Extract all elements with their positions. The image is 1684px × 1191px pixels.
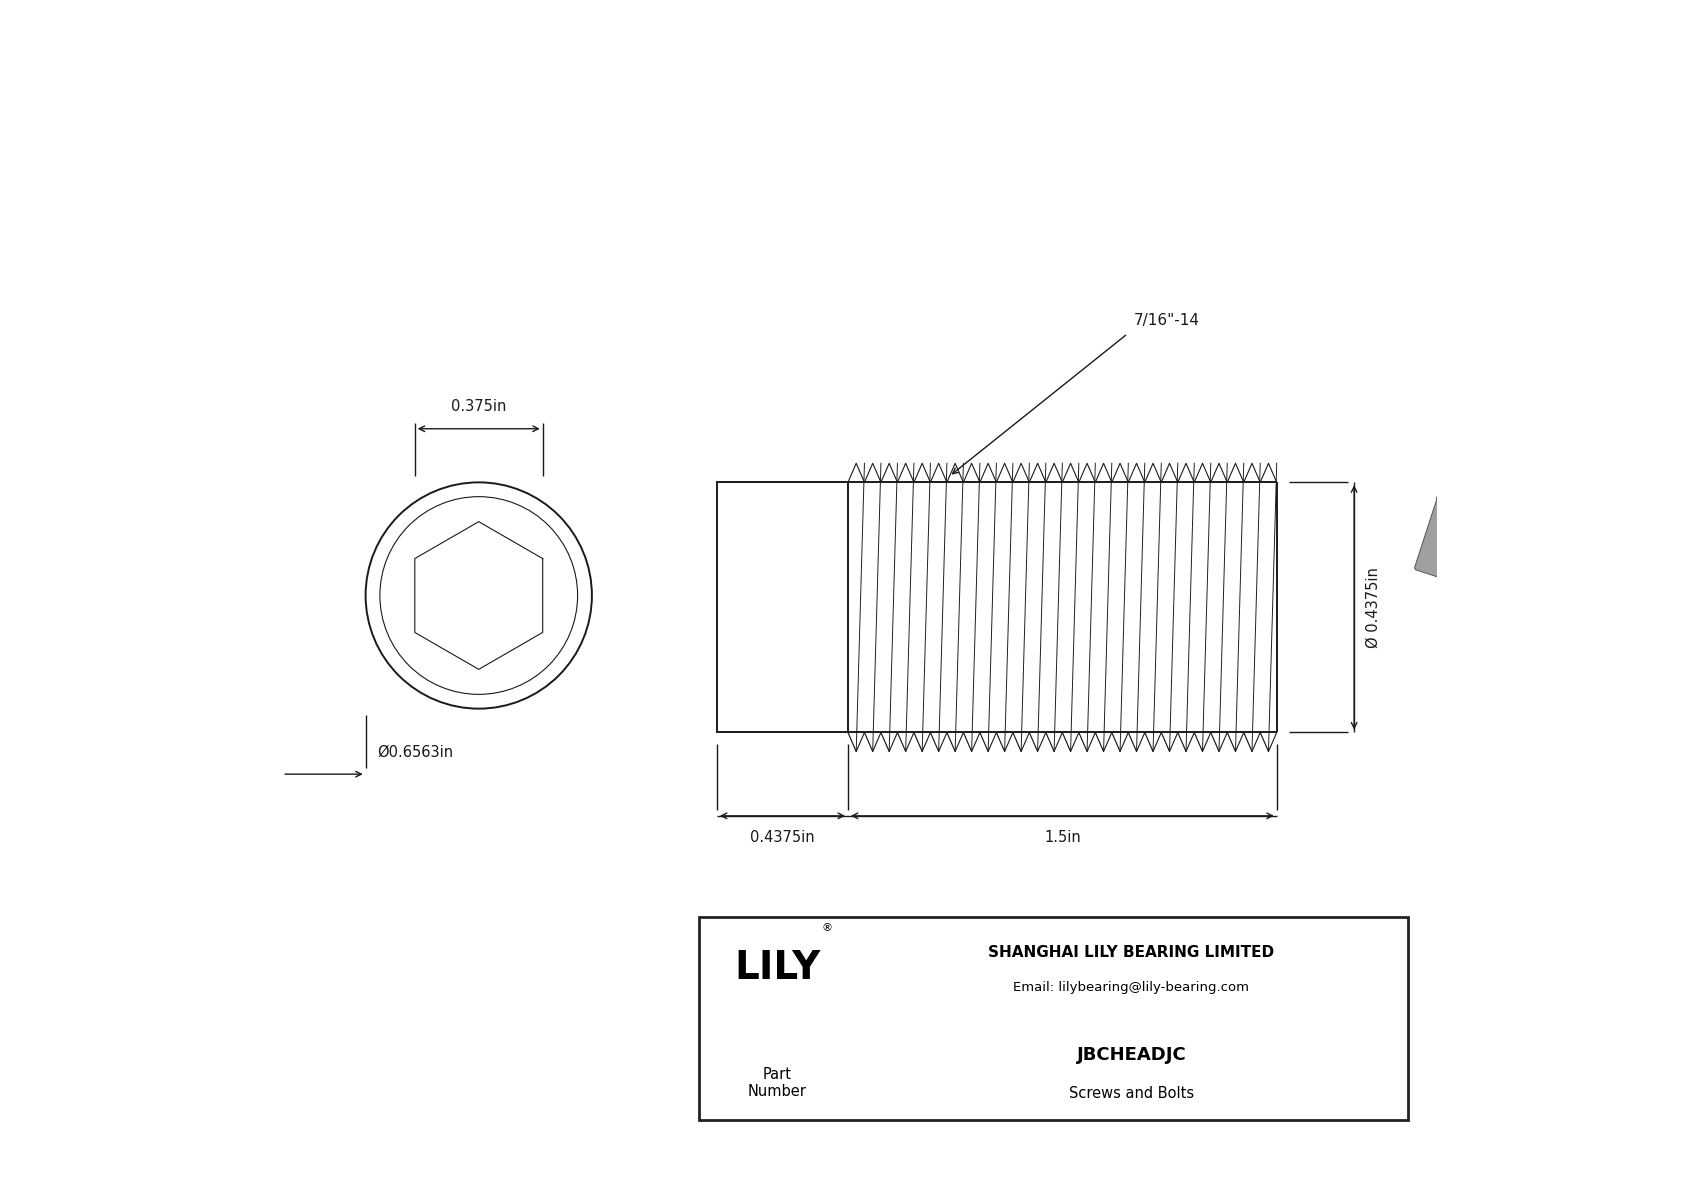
FancyBboxPatch shape <box>1415 488 1500 588</box>
Bar <box>699 917 1408 1120</box>
Text: 0.4375in: 0.4375in <box>749 830 815 846</box>
Text: 1.5in: 1.5in <box>1044 830 1081 846</box>
Text: 7/16"-14: 7/16"-14 <box>1133 312 1199 328</box>
Text: Screws and Bolts: Screws and Bolts <box>1069 1086 1194 1100</box>
Text: SHANGHAI LILY BEARING LIMITED: SHANGHAI LILY BEARING LIMITED <box>989 944 1275 960</box>
Text: Ø 0.4375in: Ø 0.4375in <box>1366 567 1381 648</box>
Polygon shape <box>1467 520 1662 624</box>
Text: ®: ® <box>822 923 832 934</box>
Text: Ø0.6563in: Ø0.6563in <box>377 744 453 760</box>
Bar <box>717 482 849 732</box>
Text: Part
Number: Part Number <box>748 1067 807 1099</box>
Ellipse shape <box>1436 494 1499 520</box>
Text: Email: lilybearing@lily-bearing.com: Email: lilybearing@lily-bearing.com <box>1014 981 1250 994</box>
Ellipse shape <box>1457 503 1479 512</box>
Text: LILY: LILY <box>734 949 820 986</box>
Text: JBCHEADJC: JBCHEADJC <box>1076 1046 1186 1064</box>
Text: 0.375in: 0.375in <box>451 399 507 414</box>
